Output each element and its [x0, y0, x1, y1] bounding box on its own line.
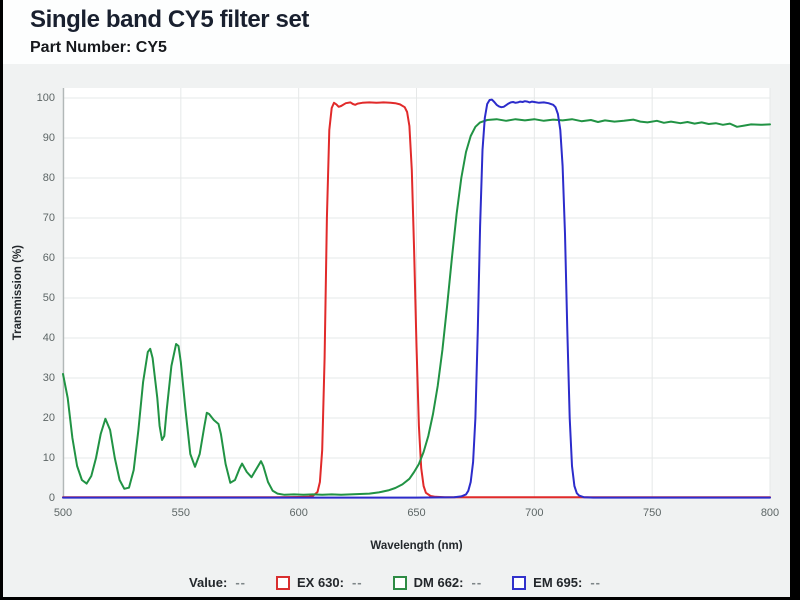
value-readout: --: [235, 575, 246, 590]
x-axis-title: Wavelength (nm): [370, 540, 463, 552]
x-tick-label: 650: [407, 507, 426, 519]
x-tick-label: 700: [525, 507, 544, 519]
page-title: Single band CY5 filter set: [30, 6, 309, 33]
y-axis-ticks: 0 10 20 30 40 50 60 70 80 90 100: [0, 88, 55, 504]
x-axis-ticks: 500 550 600 650 700 750 800: [0, 507, 790, 523]
series-line-dm-662: [62, 118, 771, 496]
chart-canvas[interactable]: [62, 88, 771, 499]
chart-panel: Transmission (%) 0 10 20 30 40 50 60 70 80 90 100 …: [0, 64, 790, 597]
legend-label: Value:: [189, 575, 228, 590]
em695-readout: --: [590, 575, 601, 590]
legend-label: EX 630:: [296, 575, 344, 590]
ex630-readout: --: [351, 575, 363, 590]
y-tick-label: 100: [36, 92, 55, 104]
y-tick-label: 50: [42, 292, 55, 304]
y-tick-label: 10: [42, 452, 55, 464]
legend-item-ex630: EX 630: --: [275, 575, 363, 590]
x-tick-label: 750: [642, 507, 662, 519]
y-tick-label: 0: [48, 492, 55, 504]
legend-label: DM 662:: [413, 575, 464, 590]
ex630-swatch-icon: [275, 575, 290, 590]
series-line-em-695: [62, 98, 771, 499]
legend-item-em695: EM 695: --: [512, 575, 601, 590]
x-tick-label: 550: [171, 507, 190, 519]
chart-legend: Value: -- EX 630: -- DM 662: -- EM 695: …: [0, 575, 790, 590]
dm662-swatch-icon: [392, 575, 407, 590]
part-number: Part Number: CY5: [30, 39, 167, 56]
left-black-border: [0, 0, 3, 600]
y-tick-label: 70: [42, 212, 55, 224]
y-tick-label: 20: [42, 412, 55, 424]
series-line-ex-630: [62, 101, 771, 499]
legend-label: EM 695:: [533, 575, 583, 590]
y-tick-label: 80: [42, 172, 55, 184]
legend-item-dm662: DM 662: --: [392, 575, 483, 590]
x-tick-label: 500: [53, 507, 73, 519]
y-tick-label: 40: [42, 332, 55, 344]
x-tick-label: 800: [760, 507, 780, 519]
legend-item-value: Value: --: [189, 575, 246, 590]
y-tick-label: 60: [42, 252, 55, 264]
header: Single band CY5 filter set Part Number: …: [30, 4, 309, 57]
dm662-readout: --: [471, 575, 483, 590]
y-tick-label: 30: [42, 372, 55, 384]
em695-swatch-icon: [512, 575, 527, 590]
right-black-border: [790, 0, 800, 600]
transmission-chart[interactable]: [62, 88, 771, 499]
y-tick-label: 90: [42, 132, 55, 144]
bottom-black-border: [0, 597, 800, 600]
x-tick-label: 600: [289, 507, 308, 519]
